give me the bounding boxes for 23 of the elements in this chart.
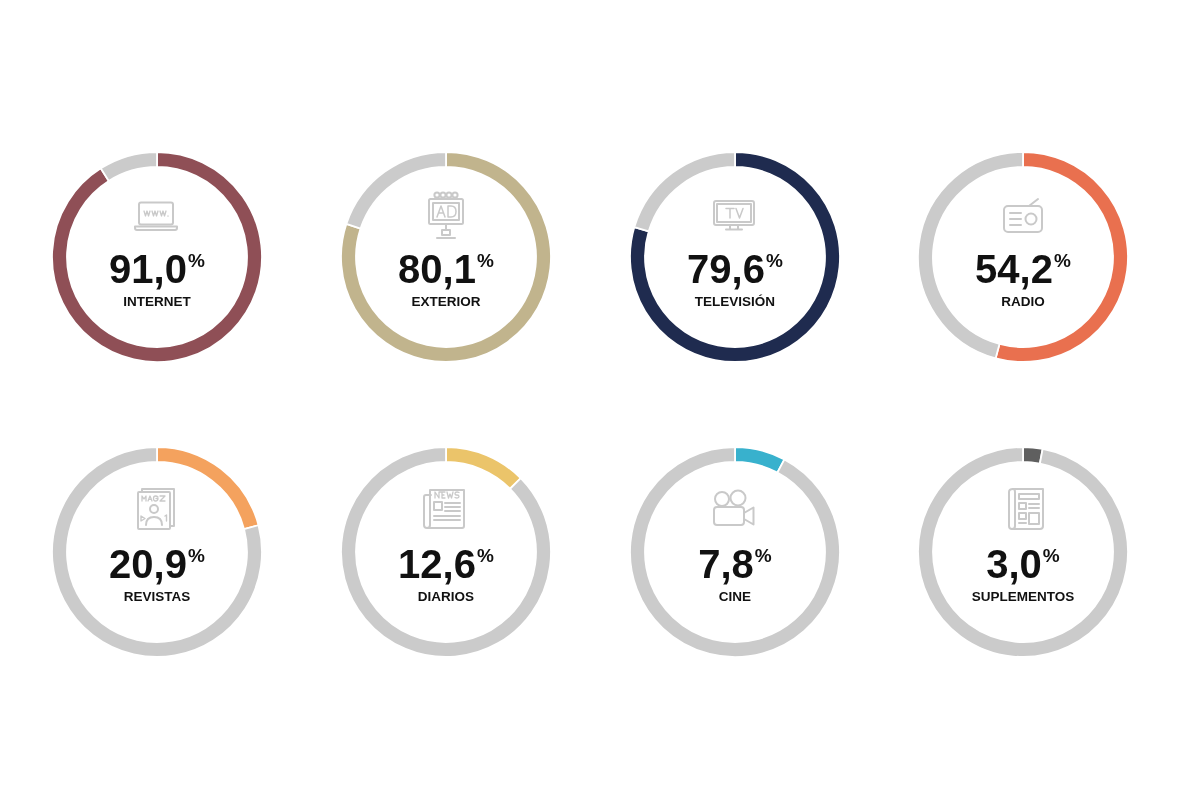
text: SUPLEMENTOS xyxy=(970,589,1076,604)
donut-slice xyxy=(51,446,263,658)
text: INTERNET xyxy=(122,294,192,309)
donut-slice xyxy=(51,151,263,363)
donut-slice xyxy=(340,151,552,363)
text: 3,0$^{%}$ xyxy=(985,542,1061,586)
donut-slice xyxy=(629,446,841,658)
text: 79,6$^{%}$ xyxy=(686,247,784,291)
text: DIARIOS xyxy=(416,589,476,604)
text: TELEVISIÓN xyxy=(693,294,777,309)
text: 91,0$^{%}$ xyxy=(108,247,206,291)
text: 12,6$^{%}$ xyxy=(397,542,495,586)
text: 80,1$^{%}$ xyxy=(397,247,495,291)
text: REVISTAS xyxy=(122,589,192,604)
donut-slice xyxy=(340,446,552,658)
donut-slice xyxy=(629,151,841,363)
text: 20,9$^{%}$ xyxy=(108,542,206,586)
text: 7,8$^{%}$ xyxy=(697,542,773,586)
text: 54,2$^{%}$ xyxy=(974,247,1072,291)
text: RADIO xyxy=(1000,294,1046,309)
donut-slice xyxy=(917,446,1129,658)
text: CINE xyxy=(717,589,753,604)
text: EXTERIOR xyxy=(410,294,482,309)
